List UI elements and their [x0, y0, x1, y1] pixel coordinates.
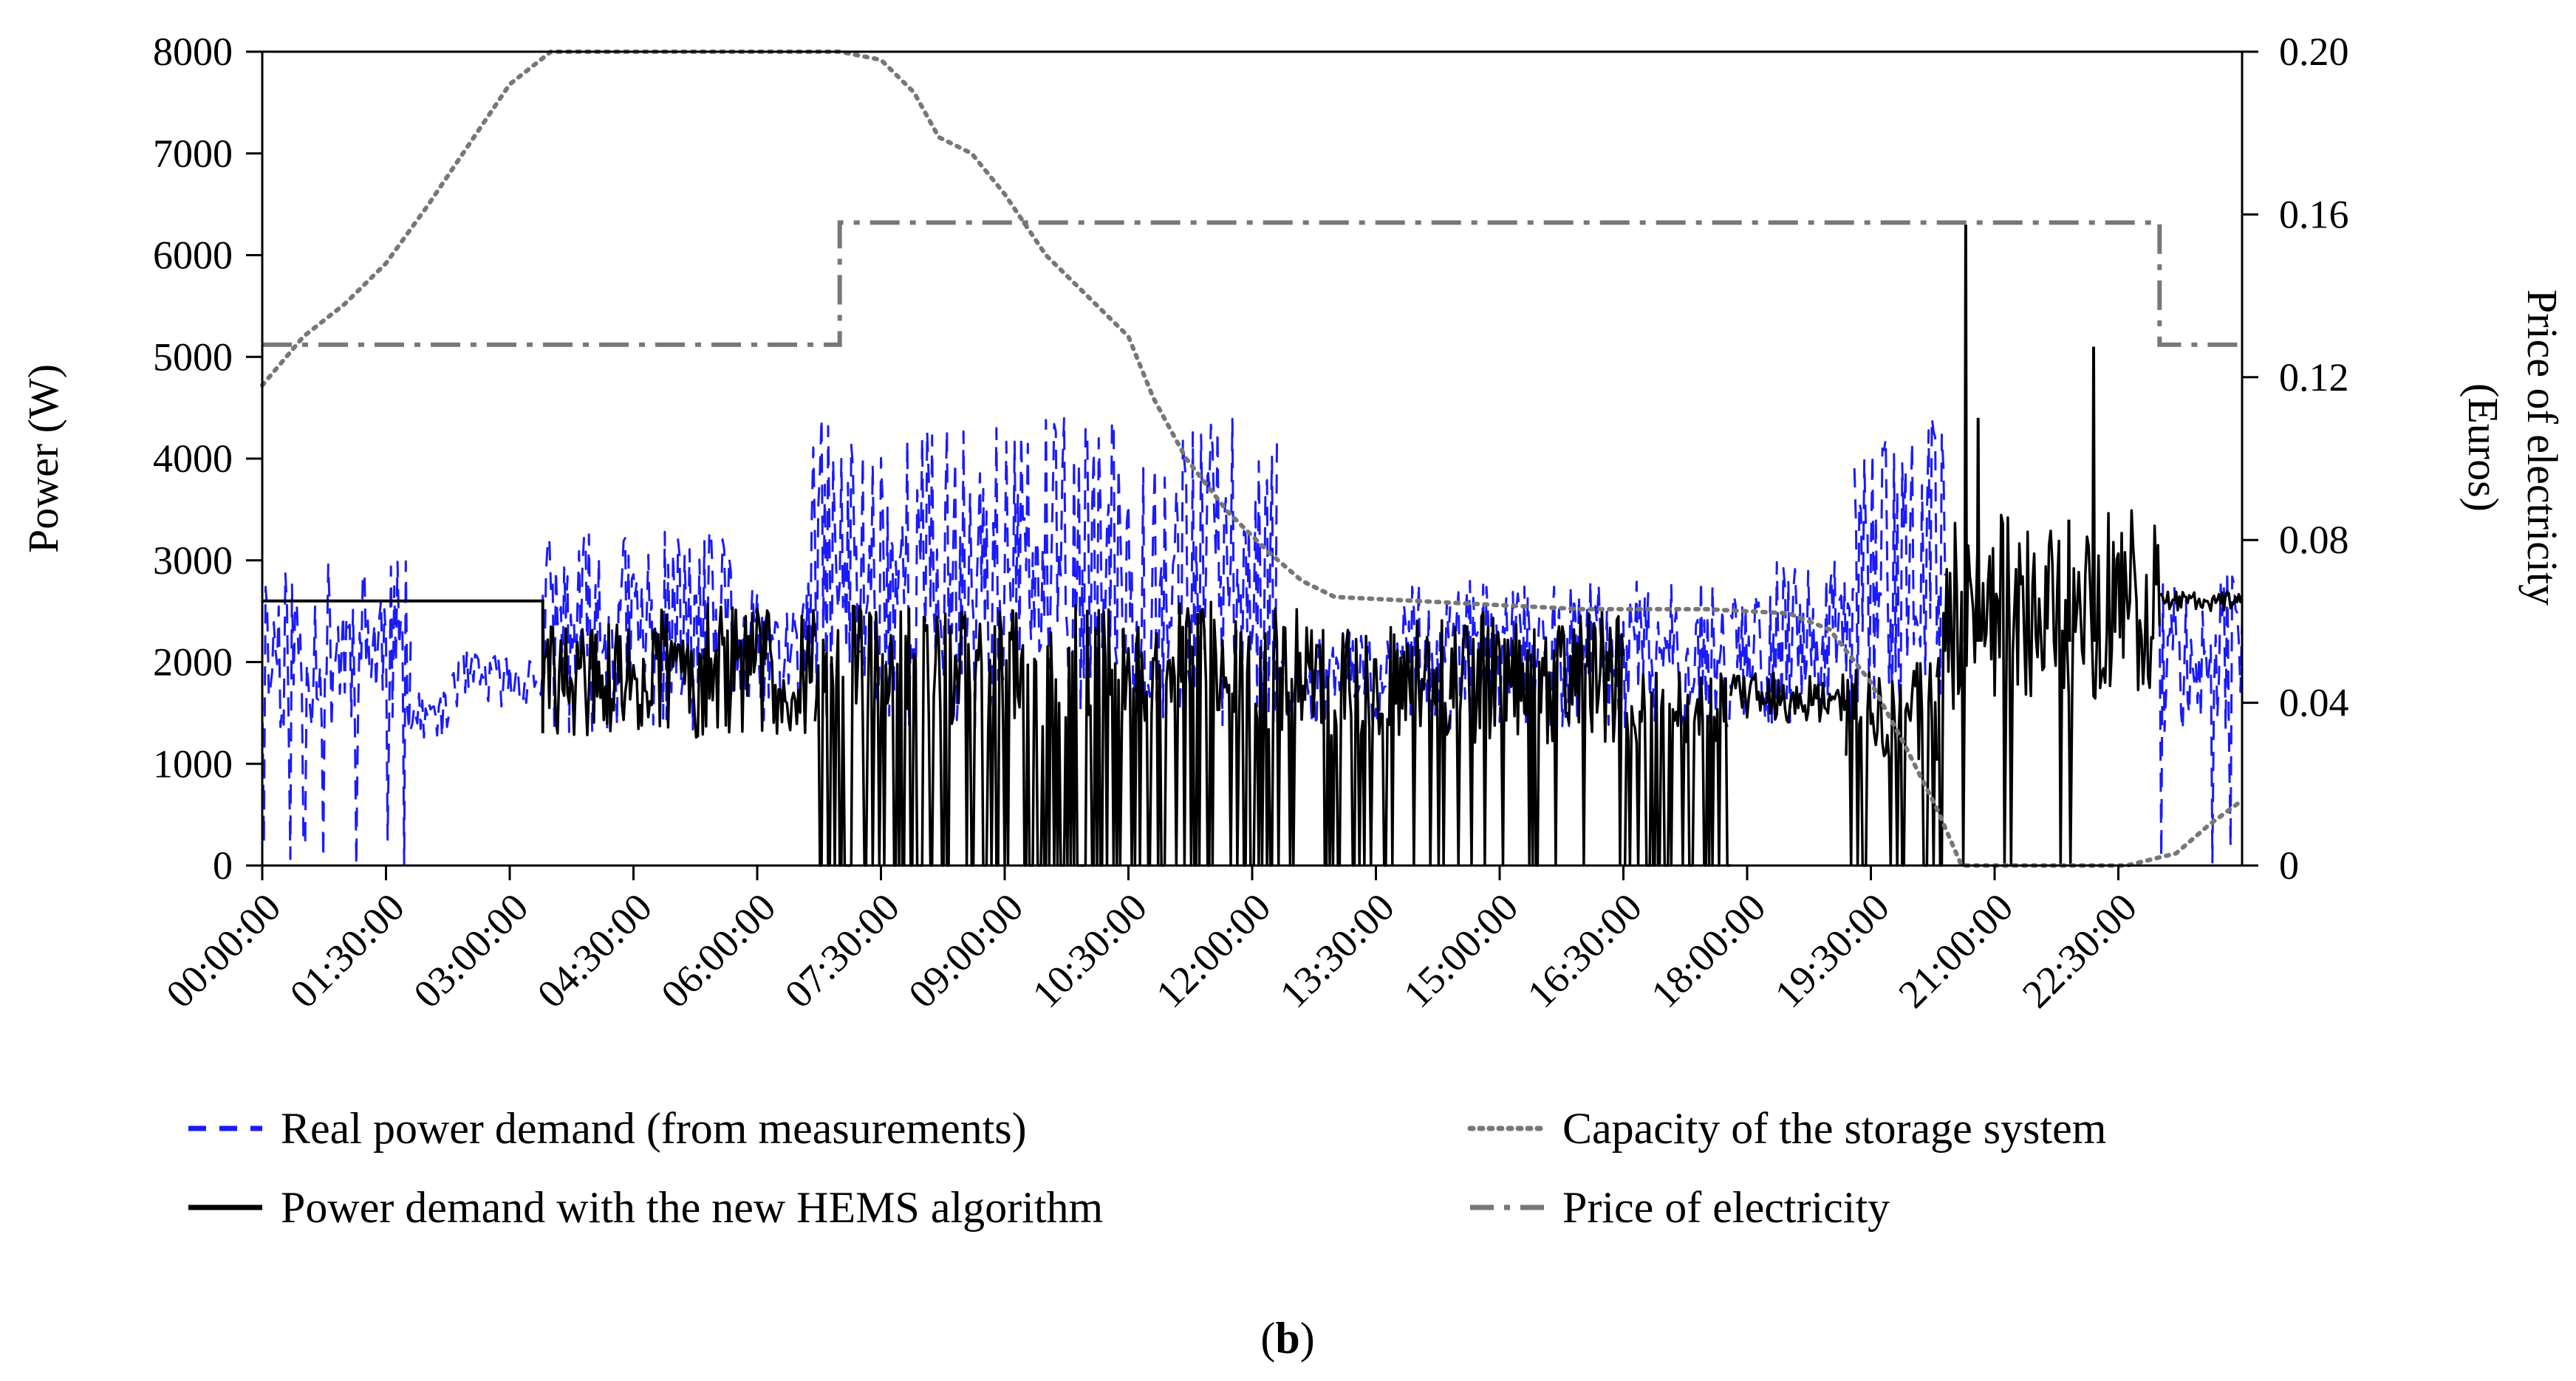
series-real-demand-segment-11 — [2158, 569, 2244, 864]
x-tick-label: 09:00:00 — [900, 885, 1031, 1016]
x-tick-label: 07:30:00 — [776, 885, 908, 1016]
caption-close-paren: ) — [1300, 1314, 1315, 1363]
series-hems-spike-2 — [2091, 346, 2097, 642]
x-tick-label: 00:00:00 — [157, 885, 289, 1016]
series-hems-spike-1 — [1975, 417, 1981, 642]
caption-open-paren: ( — [1260, 1314, 1275, 1363]
y-left-tick-label: 4000 — [153, 436, 233, 481]
legend-label-price: Price of electricity — [1562, 1183, 1890, 1232]
y-left-tick-label: 2000 — [153, 640, 233, 685]
series-hems-segment-2 — [813, 600, 1303, 867]
x-tick-label: 04:30:00 — [529, 885, 660, 1016]
axes-group — [246, 50, 2258, 880]
series-real-demand-segment-2 — [451, 651, 544, 707]
series-hems-segment-6 — [1729, 671, 1848, 724]
series-hems-segment-7 — [1845, 662, 1938, 867]
series-hems-segment-4 — [1449, 610, 1625, 867]
y-right-tick-label: 0.04 — [2279, 681, 2349, 725]
x-tick-label: 18:00:00 — [1642, 885, 1774, 1016]
legend-label-real: Real power demand (from measurements) — [281, 1104, 1027, 1153]
series-hems-segment-0 — [541, 623, 660, 737]
series-hems-segment-8 — [1936, 509, 2162, 867]
labels-group: 0 1000 2000 3000 4000 5000 6000 7000 8000 0 0.04 0.… — [19, 30, 2566, 1016]
series-hems-segment-9 — [2159, 590, 2244, 612]
y-right-axis-title-line1: Price of electricity — [2518, 289, 2566, 606]
x-tick-label: 06:00:00 — [652, 885, 784, 1016]
legend-label-capacity: Capacity of the storage system — [1562, 1104, 2106, 1153]
x-tick-label: 16:30:00 — [1519, 885, 1650, 1016]
y-left-tick-label: 7000 — [153, 131, 233, 176]
y-right-tick-label: 0.12 — [2279, 355, 2349, 400]
series-real-demand-segment-0 — [261, 560, 412, 867]
plot-area-frame — [261, 50, 2244, 867]
series-real-demand-segment-5 — [805, 417, 1278, 729]
y-left-tick-label: 5000 — [153, 335, 233, 379]
x-tick-label: 03:00:00 — [405, 885, 536, 1016]
x-tick-label: 19:30:00 — [1766, 885, 1898, 1016]
series-real-demand-segment-1 — [409, 691, 454, 739]
y-left-axis-title: Power (W) — [19, 364, 67, 553]
x-tick-label: 10:30:00 — [1024, 885, 1155, 1016]
y-left-tick-label: 8000 — [153, 30, 233, 74]
caption-letter: b — [1275, 1314, 1299, 1363]
series-storage-capacity — [260, 49, 2244, 868]
x-tick-label: 01:30:00 — [281, 885, 413, 1016]
y-right-tick-label: 0.08 — [2279, 518, 2349, 562]
y-right-tick-label: 0 — [2279, 843, 2299, 888]
x-tick-label: 15:00:00 — [1395, 885, 1526, 1016]
figure-caption: (b) — [1260, 1314, 1314, 1363]
y-right-tick-label: 0.16 — [2279, 192, 2349, 236]
series-real-demand-segment-4 — [739, 589, 808, 722]
series-electricity-price — [262, 220, 2242, 347]
series-hems-segment-3 — [1300, 619, 1452, 867]
series-hems-segment-5 — [1623, 671, 1731, 867]
legend-label-hems: Power demand with the new HEMS algorithm — [281, 1183, 1103, 1232]
x-tick-label: 22:30:00 — [2014, 885, 2145, 1016]
x-tick-label: 12:00:00 — [1147, 885, 1279, 1016]
series-hems-segment-1 — [657, 603, 816, 739]
y-left-tick-label: 6000 — [153, 233, 233, 278]
plot-series-group — [260, 49, 2244, 868]
y-left-tick-label: 3000 — [153, 538, 233, 583]
x-tick-label: 13:30:00 — [1271, 885, 1403, 1016]
y-right-tick-label: 0.20 — [2279, 30, 2349, 74]
y-left-tick-label: 1000 — [153, 741, 233, 786]
x-tick-label: 21:00:00 — [1890, 885, 2021, 1016]
y-right-axis-title-line2: (Euros) — [2459, 383, 2507, 512]
legend: Real power demand (from measurements) Cap… — [188, 1104, 2106, 1232]
y-left-tick-label: 0 — [213, 843, 233, 888]
series-hems-spike-3 — [2066, 519, 2071, 642]
series-hems-spike-0 — [1963, 225, 1968, 642]
